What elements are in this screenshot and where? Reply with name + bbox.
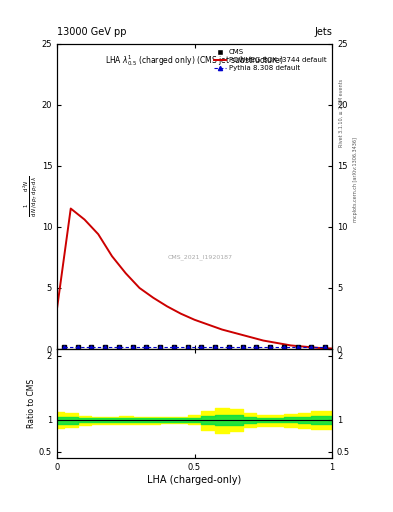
Legend: CMS, POWHEG BOX r3744 default, Pythia 8.308 default: CMS, POWHEG BOX r3744 default, Pythia 8.… xyxy=(211,47,329,73)
Text: 13000 GeV pp: 13000 GeV pp xyxy=(57,27,127,37)
Text: mcplots.cern.ch [arXiv:1306.3436]: mcplots.cern.ch [arXiv:1306.3436] xyxy=(353,137,358,222)
Y-axis label: Ratio to CMS: Ratio to CMS xyxy=(27,379,36,428)
Text: LHA $\lambda^{1}_{0.5}$ (charged only) (CMS jet substructure): LHA $\lambda^{1}_{0.5}$ (charged only) (… xyxy=(105,53,284,68)
X-axis label: LHA (charged-only): LHA (charged-only) xyxy=(147,475,242,485)
Y-axis label: $\frac{1}{\,\mathrm{d}N\,/\,\mathrm{d}p_T\,}\frac{\mathrm{d}^2 N}{\mathrm{d}p_T\: $\frac{1}{\,\mathrm{d}N\,/\,\mathrm{d}p_… xyxy=(21,176,39,217)
Text: Jets: Jets xyxy=(314,27,332,37)
Text: Rivet 3.1.10, ≥ 2.9M events: Rivet 3.1.10, ≥ 2.9M events xyxy=(339,78,344,147)
Text: CMS_2021_I1920187: CMS_2021_I1920187 xyxy=(167,254,233,260)
